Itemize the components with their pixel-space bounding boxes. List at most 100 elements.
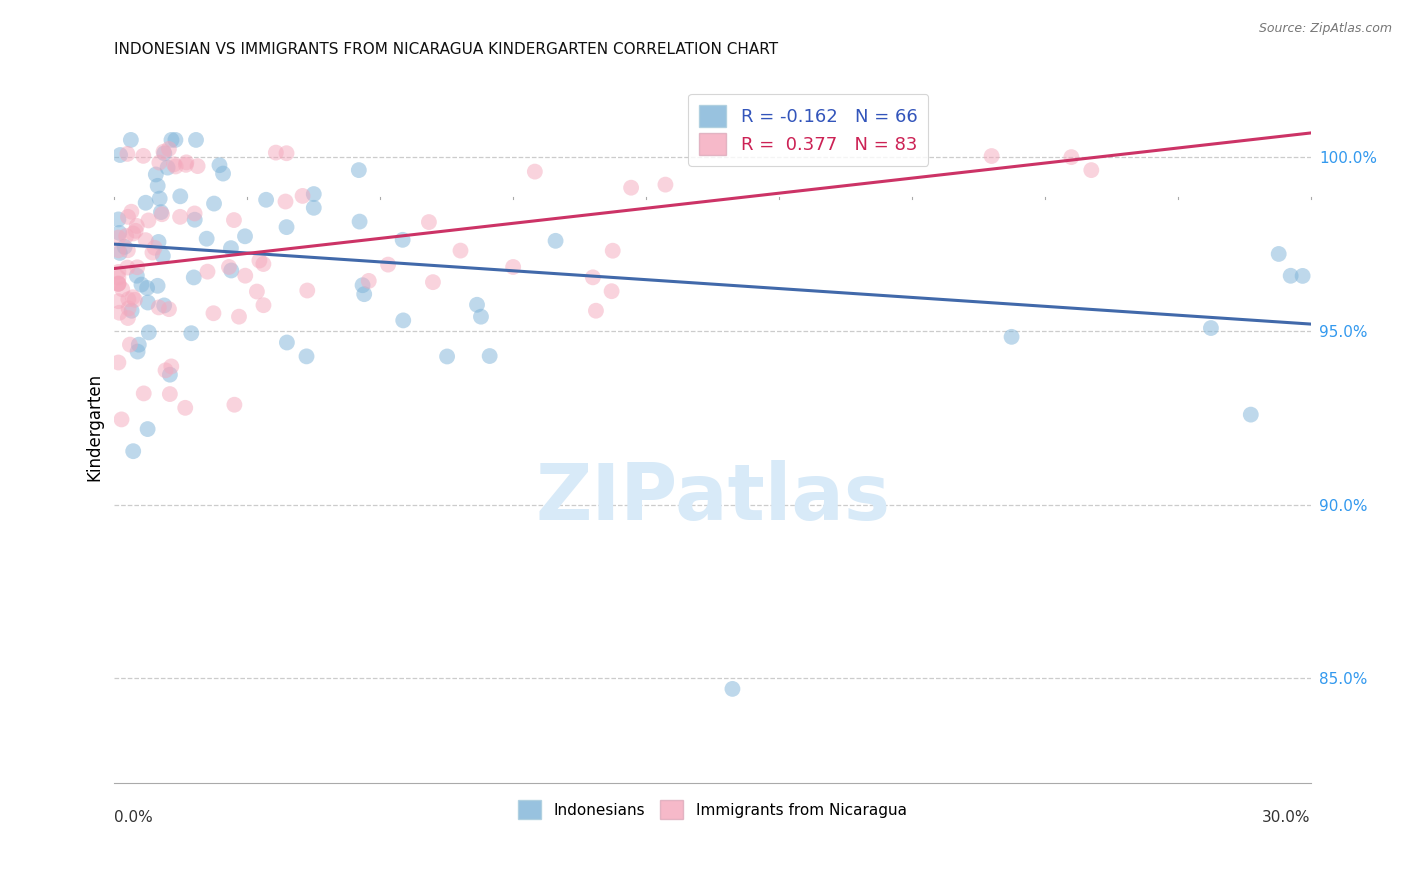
Point xyxy=(585,303,607,318)
Point xyxy=(145,168,167,182)
Point xyxy=(110,412,132,426)
Point xyxy=(149,192,172,206)
Point xyxy=(224,398,246,412)
Point xyxy=(470,310,492,324)
Point xyxy=(117,301,139,316)
Point xyxy=(276,335,298,350)
Point xyxy=(127,260,149,275)
Point xyxy=(291,189,314,203)
Point xyxy=(108,246,131,260)
Point xyxy=(523,164,546,178)
Point xyxy=(136,422,159,436)
Point xyxy=(135,233,157,247)
Point xyxy=(174,158,197,172)
Point xyxy=(146,278,169,293)
Point xyxy=(107,355,129,369)
Point xyxy=(138,213,160,227)
Point xyxy=(157,142,180,156)
Point xyxy=(117,147,139,161)
Point xyxy=(149,205,172,219)
Point xyxy=(169,210,191,224)
Point xyxy=(121,303,143,318)
Point xyxy=(122,227,145,241)
Point xyxy=(276,220,298,235)
Point xyxy=(107,244,129,258)
Point xyxy=(721,681,744,696)
Point xyxy=(1199,321,1222,335)
Point xyxy=(120,133,142,147)
Point xyxy=(107,265,129,279)
Text: ZIPatlas: ZIPatlas xyxy=(536,459,890,536)
Point xyxy=(1060,150,1083,164)
Point xyxy=(155,363,177,377)
Point xyxy=(125,268,148,283)
Point xyxy=(183,212,205,227)
Point xyxy=(620,180,643,194)
Point xyxy=(174,401,197,415)
Point xyxy=(197,265,219,279)
Point xyxy=(118,337,141,351)
Point xyxy=(122,444,145,458)
Point xyxy=(222,213,245,227)
Point xyxy=(121,290,143,304)
Point xyxy=(115,229,138,244)
Point xyxy=(352,278,374,293)
Point xyxy=(150,207,173,221)
Point xyxy=(1291,268,1313,283)
Point xyxy=(169,189,191,203)
Point xyxy=(117,244,139,258)
Point xyxy=(582,270,605,285)
Point xyxy=(117,292,139,306)
Point xyxy=(654,178,676,192)
Point xyxy=(153,146,176,161)
Point xyxy=(120,204,142,219)
Point xyxy=(392,313,415,327)
Point xyxy=(295,350,318,364)
Point xyxy=(148,155,170,169)
Point xyxy=(143,241,166,255)
Point xyxy=(247,253,270,268)
Point xyxy=(124,224,146,238)
Point xyxy=(131,277,153,292)
Point xyxy=(148,301,170,315)
Point xyxy=(107,277,129,291)
Point xyxy=(108,226,131,240)
Point xyxy=(233,229,256,244)
Point xyxy=(377,258,399,272)
Text: INDONESIAN VS IMMIGRANTS FROM NICARAGUA KINDERGARTEN CORRELATION CHART: INDONESIAN VS IMMIGRANTS FROM NICARAGUA … xyxy=(114,42,779,57)
Point xyxy=(183,206,205,220)
Point xyxy=(157,302,180,317)
Point xyxy=(208,158,231,172)
Point xyxy=(180,326,202,341)
Point xyxy=(156,161,179,175)
Point xyxy=(152,145,174,159)
Point xyxy=(502,260,524,274)
Point xyxy=(276,146,298,161)
Point xyxy=(246,285,269,299)
Point xyxy=(107,230,129,244)
Point xyxy=(159,368,181,382)
Point xyxy=(347,163,370,178)
Point xyxy=(107,294,129,309)
Point xyxy=(111,282,134,296)
Point xyxy=(602,244,624,258)
Point xyxy=(138,326,160,340)
Point xyxy=(264,145,287,160)
Point xyxy=(124,293,146,307)
Point xyxy=(176,155,198,169)
Point xyxy=(212,167,235,181)
Point xyxy=(544,234,567,248)
Point xyxy=(600,284,623,298)
Point xyxy=(418,215,440,229)
Point xyxy=(159,387,181,401)
Point xyxy=(422,275,444,289)
Point xyxy=(153,298,176,312)
Y-axis label: Kindergarten: Kindergarten xyxy=(86,373,103,481)
Point xyxy=(165,133,187,147)
Point xyxy=(152,249,174,263)
Point xyxy=(465,298,488,312)
Point xyxy=(391,233,413,247)
Text: 30.0%: 30.0% xyxy=(1263,810,1310,825)
Point xyxy=(132,149,155,163)
Point xyxy=(114,240,136,254)
